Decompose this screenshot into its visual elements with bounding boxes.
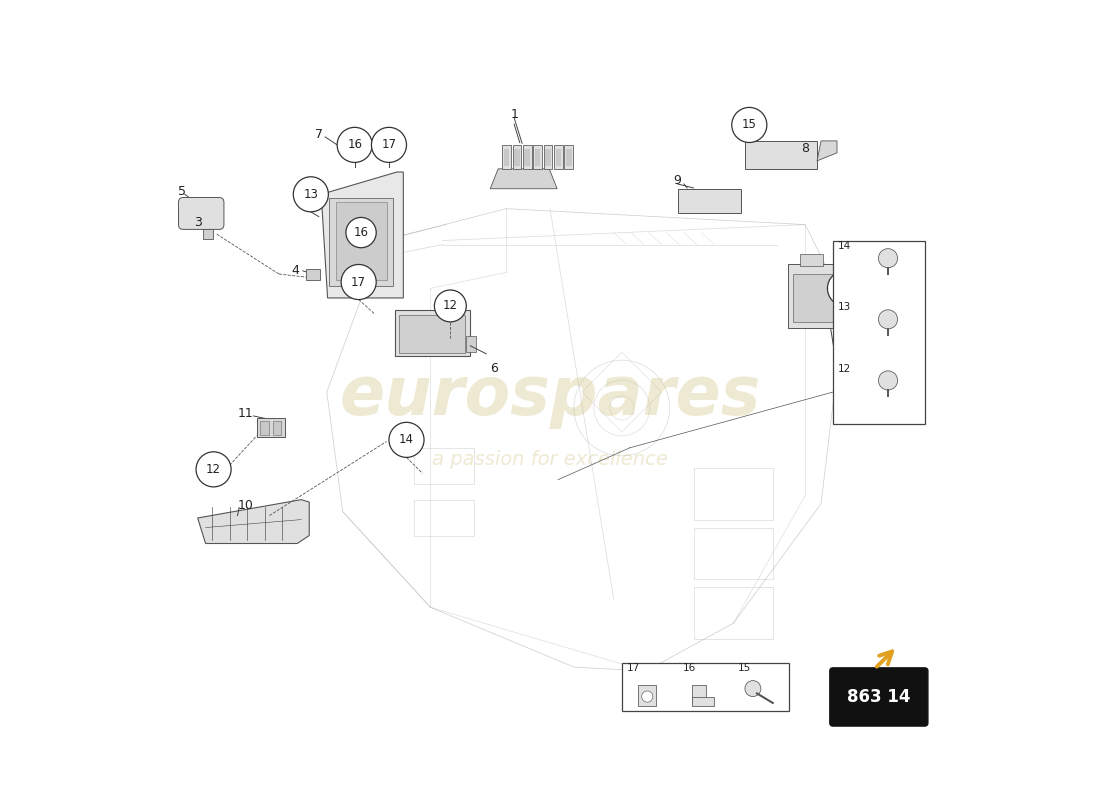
Bar — [415, 448, 474, 484]
Text: 15: 15 — [741, 118, 757, 131]
Text: 9: 9 — [673, 174, 682, 187]
Bar — [535, 149, 540, 166]
Bar — [513, 145, 521, 169]
Bar — [415, 500, 474, 535]
Bar — [565, 149, 572, 166]
Text: 14: 14 — [399, 434, 414, 446]
Circle shape — [879, 371, 898, 390]
Bar — [800, 254, 824, 266]
Polygon shape — [817, 141, 837, 161]
Circle shape — [345, 218, 376, 248]
Polygon shape — [321, 172, 404, 298]
Bar — [556, 149, 561, 166]
Bar — [306, 270, 320, 281]
Text: 8: 8 — [801, 142, 810, 155]
Text: 6: 6 — [491, 362, 498, 374]
Text: 12: 12 — [838, 363, 851, 374]
Text: 12: 12 — [206, 463, 221, 476]
Text: 5: 5 — [178, 185, 186, 198]
Bar — [788, 265, 839, 328]
Bar — [833, 241, 925, 424]
Text: 7: 7 — [315, 128, 322, 141]
Circle shape — [434, 290, 466, 322]
Bar — [793, 274, 833, 322]
Bar — [692, 686, 706, 703]
Bar — [204, 230, 212, 239]
Bar — [504, 149, 509, 166]
Bar — [693, 587, 773, 639]
Text: a passion for excellence: a passion for excellence — [432, 450, 668, 470]
Text: eurospares: eurospares — [339, 363, 761, 429]
Bar — [256, 418, 285, 438]
Bar — [336, 202, 387, 281]
Bar — [395, 310, 471, 356]
Bar — [621, 663, 789, 711]
Circle shape — [389, 422, 424, 458]
Text: 16: 16 — [353, 226, 369, 239]
Bar — [522, 145, 531, 169]
Text: 4: 4 — [292, 264, 299, 278]
Bar — [543, 145, 552, 169]
Bar — [564, 145, 573, 169]
Bar — [503, 145, 510, 169]
Polygon shape — [198, 500, 309, 543]
Bar — [329, 198, 393, 286]
Text: 17: 17 — [351, 275, 366, 289]
FancyBboxPatch shape — [829, 668, 928, 726]
Bar — [693, 468, 773, 519]
Circle shape — [196, 452, 231, 487]
Text: 11: 11 — [238, 407, 253, 420]
Text: 12: 12 — [837, 282, 852, 295]
Circle shape — [372, 127, 407, 162]
Circle shape — [341, 265, 376, 299]
Bar — [638, 686, 656, 706]
Bar — [746, 141, 817, 169]
Circle shape — [879, 310, 898, 329]
Bar — [554, 145, 563, 169]
Bar — [514, 149, 519, 166]
Bar — [546, 149, 551, 166]
Text: 863 14: 863 14 — [847, 688, 911, 706]
Bar — [534, 145, 542, 169]
Circle shape — [294, 177, 329, 212]
Bar — [398, 314, 464, 353]
Bar — [678, 189, 741, 213]
Text: 13: 13 — [304, 188, 318, 201]
Bar — [692, 697, 714, 706]
Text: 17: 17 — [382, 138, 396, 151]
Text: 3: 3 — [194, 216, 201, 229]
Circle shape — [641, 691, 652, 702]
Bar — [693, 527, 773, 579]
Text: 16: 16 — [682, 663, 695, 673]
Circle shape — [827, 271, 862, 306]
Polygon shape — [491, 169, 558, 189]
Circle shape — [745, 681, 761, 697]
Bar — [525, 149, 530, 166]
Bar — [260, 421, 270, 435]
Circle shape — [879, 249, 898, 268]
Text: 15: 15 — [738, 663, 751, 673]
Text: 13: 13 — [838, 302, 851, 313]
Text: 16: 16 — [348, 138, 362, 151]
Bar — [273, 421, 280, 435]
Circle shape — [732, 107, 767, 142]
Text: 14: 14 — [838, 242, 851, 251]
Text: 2: 2 — [845, 399, 853, 412]
Text: 1: 1 — [510, 108, 518, 121]
Circle shape — [337, 127, 372, 162]
FancyBboxPatch shape — [178, 198, 224, 230]
Text: 10: 10 — [238, 498, 253, 512]
Text: 17: 17 — [627, 663, 640, 673]
Bar — [466, 336, 476, 352]
Text: 12: 12 — [443, 299, 458, 313]
